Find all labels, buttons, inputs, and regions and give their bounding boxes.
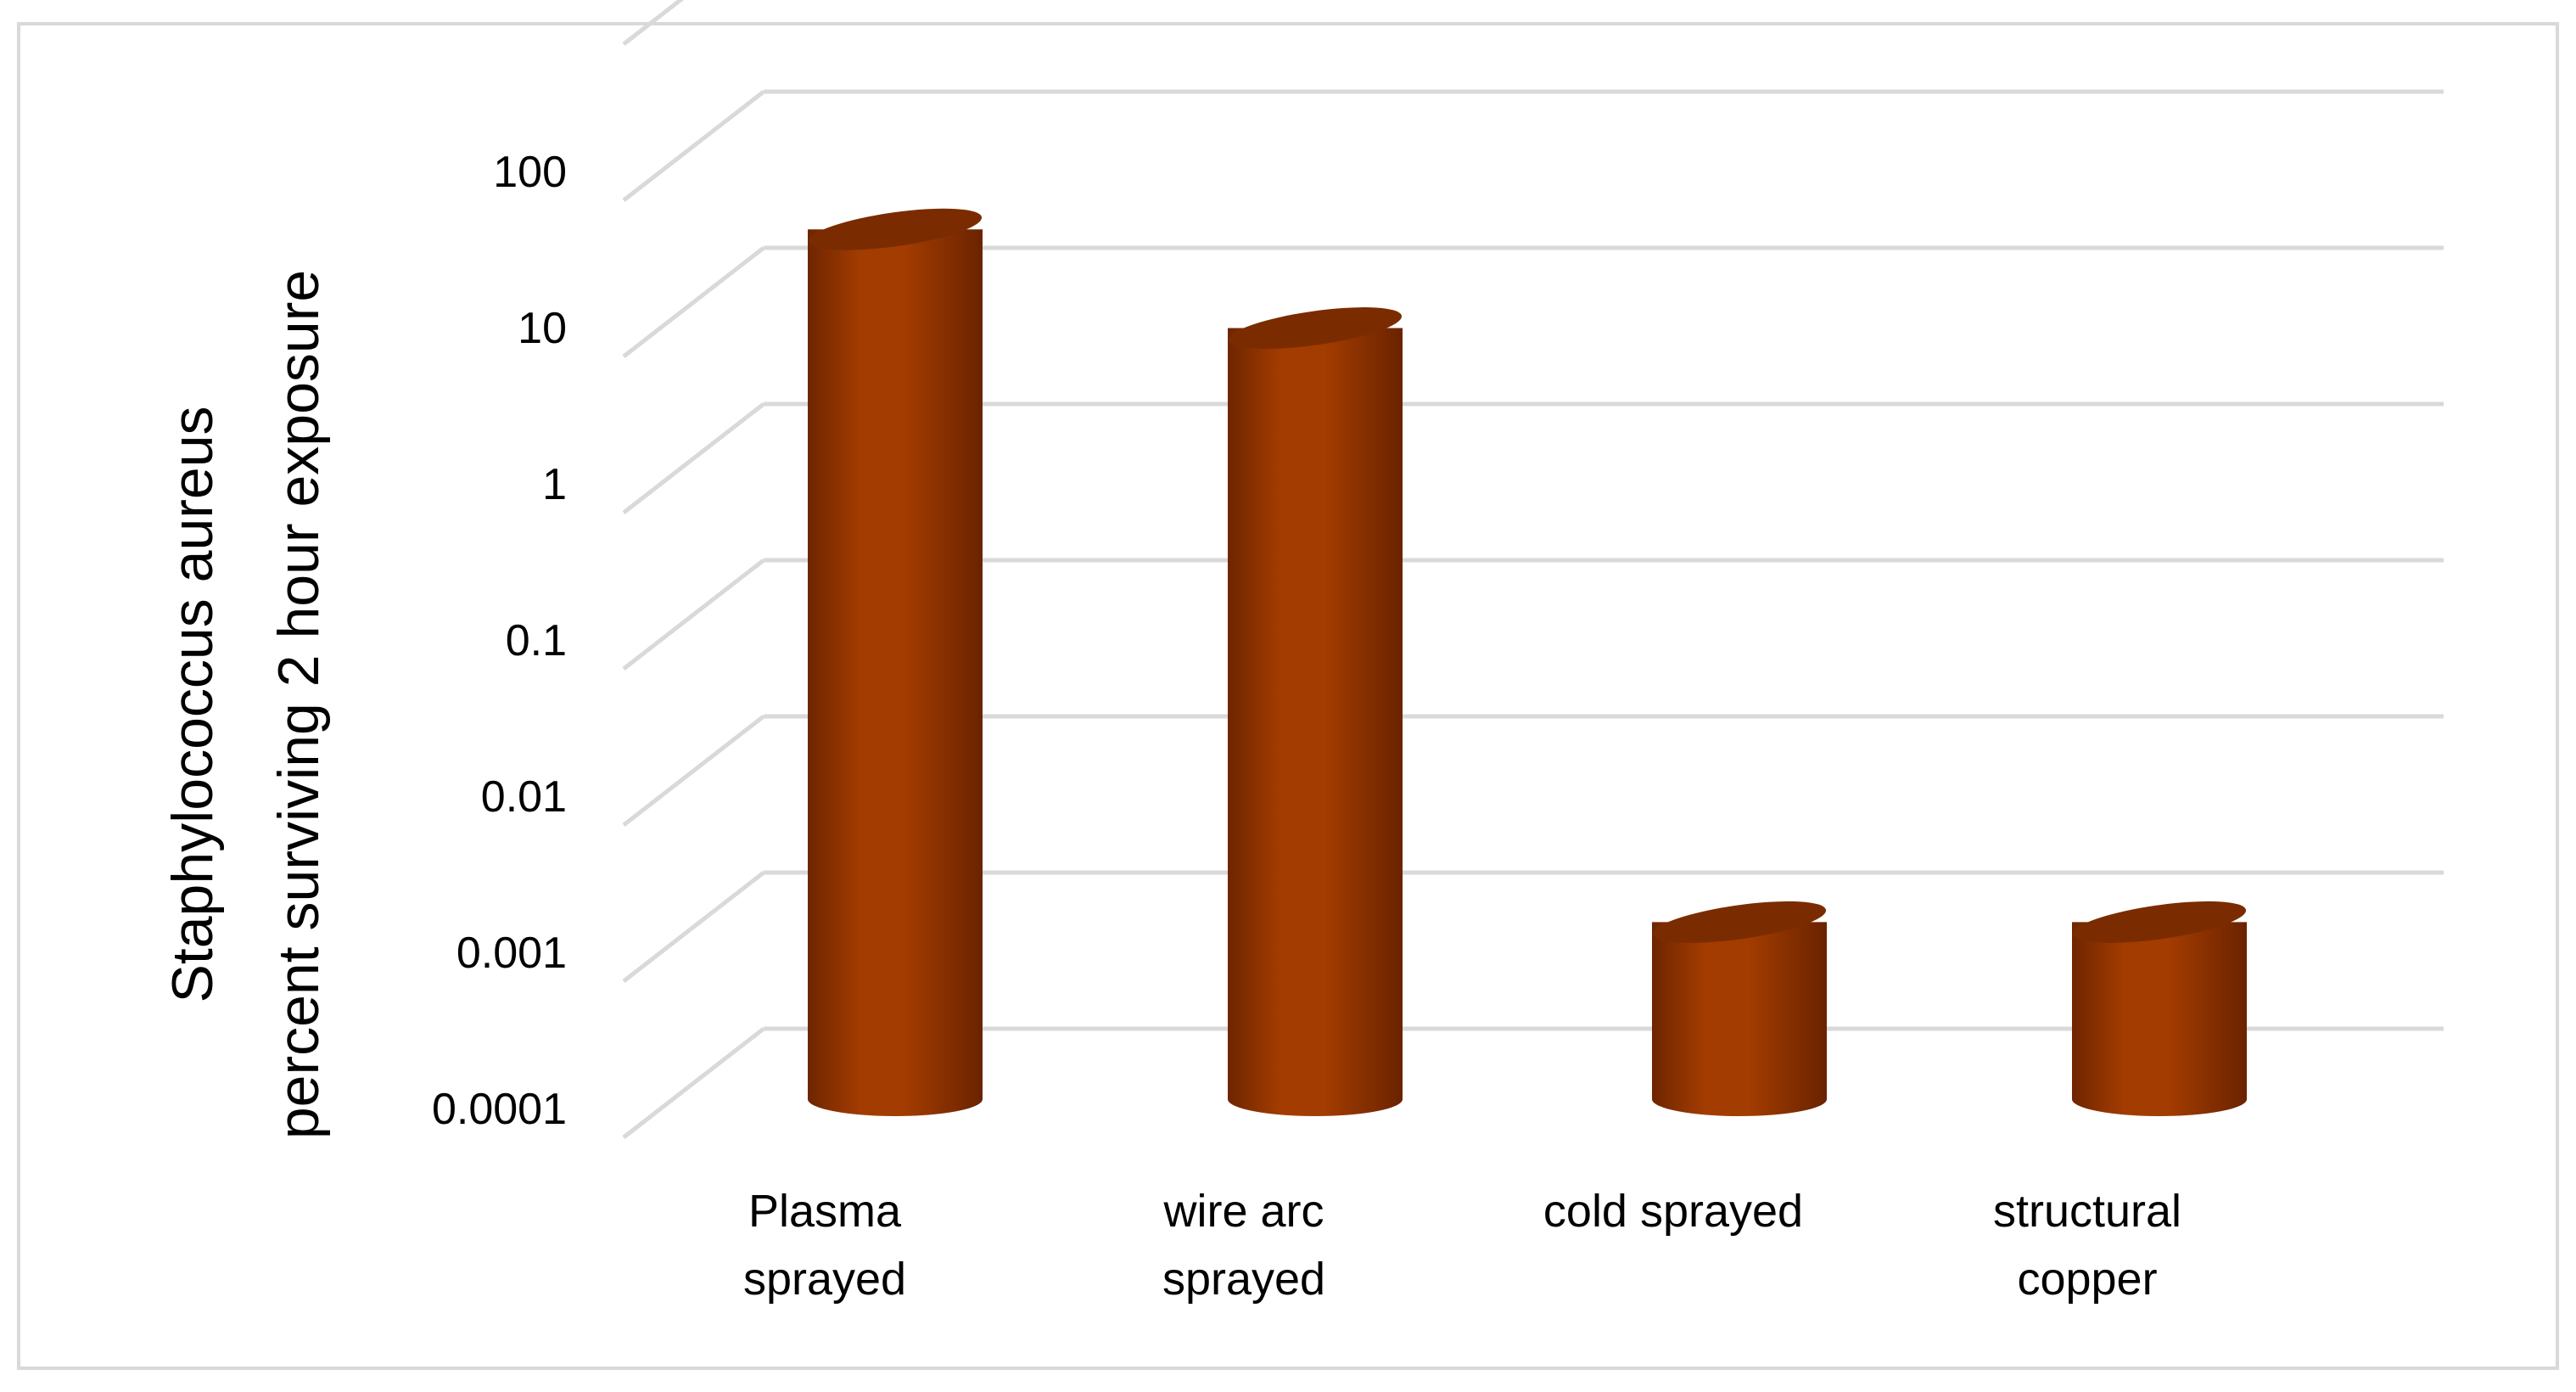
bar-body <box>808 229 983 1116</box>
bar-top <box>1228 307 1403 349</box>
gridline-diagonal <box>622 1027 765 1139</box>
bar-1 <box>808 208 983 1116</box>
gridline-diagonal <box>622 246 765 358</box>
y-axis-title-line: Staphylococcus aureus <box>160 406 225 1002</box>
y-tick-labels: 0.0001 0.001 0.01 0.1 1 10 100 <box>432 148 567 1134</box>
gridline-diagonal <box>622 402 765 514</box>
gridlines <box>622 0 2444 1139</box>
category-label: wire arc sprayed <box>1162 1186 1325 1305</box>
bars <box>808 208 2247 1116</box>
gridline-diagonal <box>622 558 765 671</box>
category-label: cold sprayed <box>1543 1186 1803 1237</box>
bar-top <box>808 208 983 250</box>
bar-4 <box>2072 901 2247 1116</box>
y-tick-label: 0.1 <box>506 616 567 665</box>
y-tick-label: 1 <box>542 460 567 509</box>
category-label: Plasma sprayed <box>743 1186 906 1305</box>
y-tick-label: 0.01 <box>481 772 567 822</box>
y-tick-label: 0.001 <box>456 929 567 978</box>
category-labels: Plasma sprayed wire arc sprayed cold sprayed… <box>743 1186 2181 1305</box>
category-label: structural copper <box>1993 1186 2181 1305</box>
y-tick-label: 10 <box>518 304 567 353</box>
y-tick-label: 0.0001 <box>432 1085 567 1134</box>
bar-body <box>1652 922 1827 1116</box>
y-tick-label: 100 <box>493 148 567 197</box>
bar-top <box>2072 901 2247 943</box>
gridline-diagonal <box>622 871 765 983</box>
bar-2 <box>1228 307 1403 1116</box>
y-axis-title: Staphylococcus aureus percent surviving 2… <box>160 270 331 1139</box>
bar-body <box>2072 922 2247 1116</box>
gridline-diagonal <box>622 0 685 46</box>
bar-top <box>1652 901 1827 943</box>
bar-body <box>1228 328 1403 1116</box>
gridline-diagonal <box>622 90 765 202</box>
gridline-diagonal <box>622 715 765 827</box>
y-axis-title-line: percent surviving 2 hour exposure <box>266 270 331 1139</box>
bar-3 <box>1652 901 1827 1116</box>
